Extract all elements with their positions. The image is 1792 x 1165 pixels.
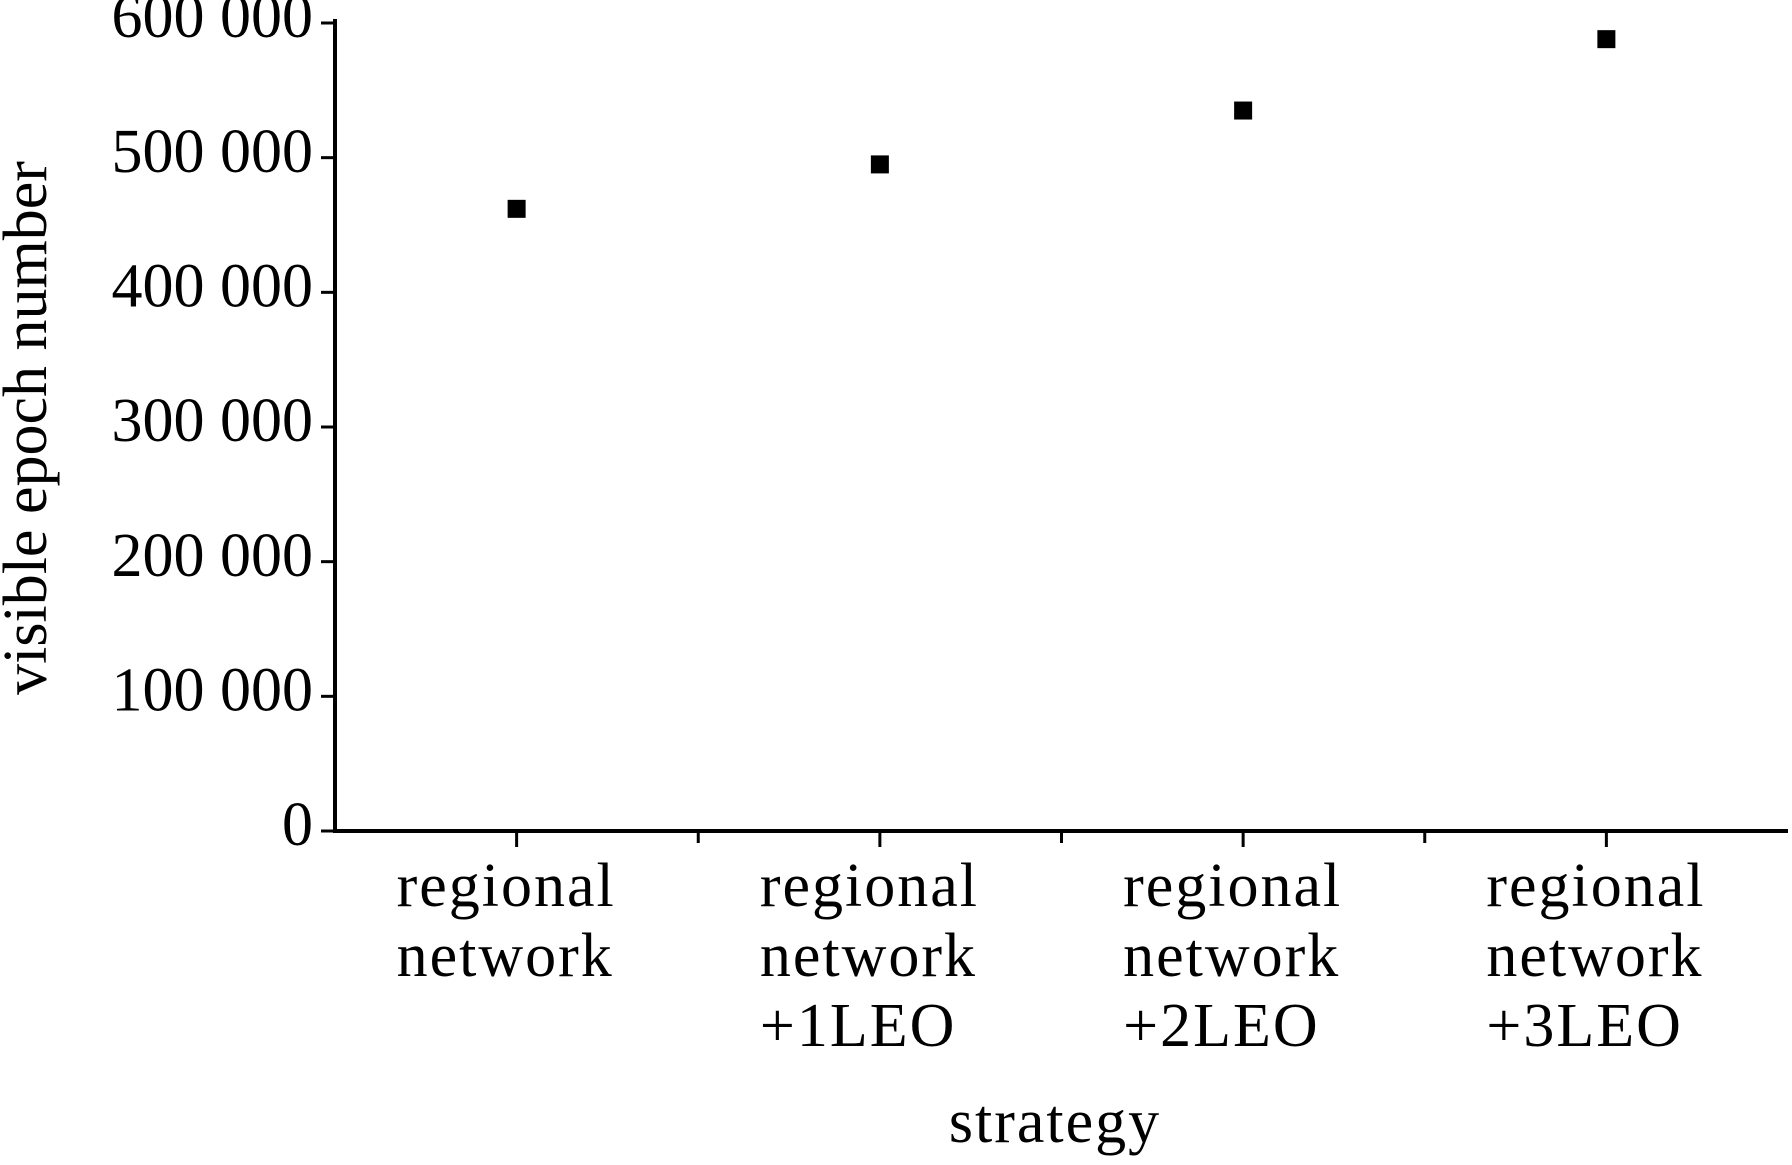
y-axis-title: visible epoch number: [0, 161, 60, 695]
y-tick-label: 200 000: [112, 522, 314, 590]
x-tick-label: regional network +3LEO: [1486, 852, 1706, 1060]
x-tick-label: regional network +2LEO: [1123, 852, 1343, 1060]
point: [870, 155, 889, 174]
y-tick-label: 600 000: [112, 0, 314, 51]
x-axis-title: strategy: [949, 1088, 1161, 1156]
point: [1234, 101, 1253, 120]
y-tick-label: 0: [282, 791, 313, 859]
point: [1597, 30, 1616, 49]
x-tick-label: regional network +1LEO: [759, 852, 980, 1060]
y-tick-label: 300 000: [112, 387, 314, 455]
y-tick-label: 500 000: [112, 118, 314, 186]
point: [507, 199, 526, 218]
y-tick-label: 400 000: [112, 253, 314, 321]
y-tick-label: 100 000: [112, 657, 314, 725]
x-tick-label: regional network: [396, 852, 616, 990]
